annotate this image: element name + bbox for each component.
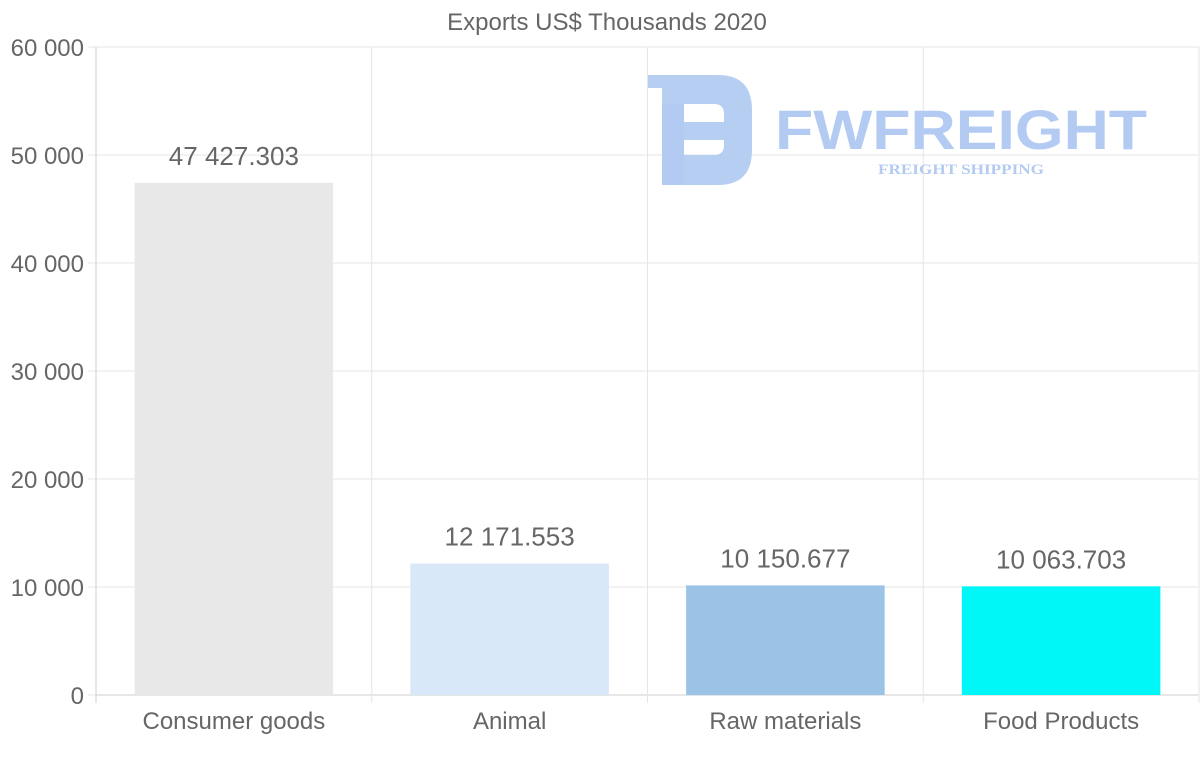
y-tick-label: 40 000 xyxy=(11,251,84,278)
chart-title: Exports US$ Thousands 2020 xyxy=(447,9,767,36)
y-tick-label: 50 000 xyxy=(11,143,84,170)
bar-food-products xyxy=(961,586,1161,695)
y-tick-label: 10 000 xyxy=(11,575,84,602)
data-label: 12 171.553 xyxy=(445,522,575,552)
y-axis-ticks: 0 10 000 20 000 30 000 40 000 50 000 60 000 xyxy=(11,35,84,710)
watermark-mark-icon xyxy=(648,75,752,185)
x-category-label: Food Products xyxy=(983,708,1139,735)
bars xyxy=(134,182,1161,695)
y-tick-label: 20 000 xyxy=(11,467,84,494)
data-labels: 47 427.303 12 171.553 10 150.677 10 063.703 xyxy=(169,141,1126,575)
bar-consumer-goods xyxy=(134,182,334,695)
x-category-label: Animal xyxy=(473,708,546,735)
bar-raw-materials xyxy=(686,585,885,695)
watermark-logo: FWFREIGHT FREIGHT SHIPPING xyxy=(648,75,1147,185)
data-label: 10 063.703 xyxy=(996,544,1126,574)
bar-animal xyxy=(410,563,609,695)
y-tick-label: 30 000 xyxy=(11,359,84,386)
y-tick-label: 60 000 xyxy=(11,35,84,62)
x-category-label: Raw materials xyxy=(709,708,861,735)
x-axis-categories: Consumer goods Animal Raw materials Food Pr… xyxy=(142,708,1139,735)
data-label: 47 427.303 xyxy=(169,141,299,171)
x-category-label: Consumer goods xyxy=(142,708,325,735)
watermark-brand: FWFREIGHT xyxy=(775,98,1147,161)
data-label: 10 150.677 xyxy=(720,543,850,573)
watermark-tagline: FREIGHT SHIPPING xyxy=(878,162,1044,178)
y-tick-label: 0 xyxy=(71,683,84,710)
